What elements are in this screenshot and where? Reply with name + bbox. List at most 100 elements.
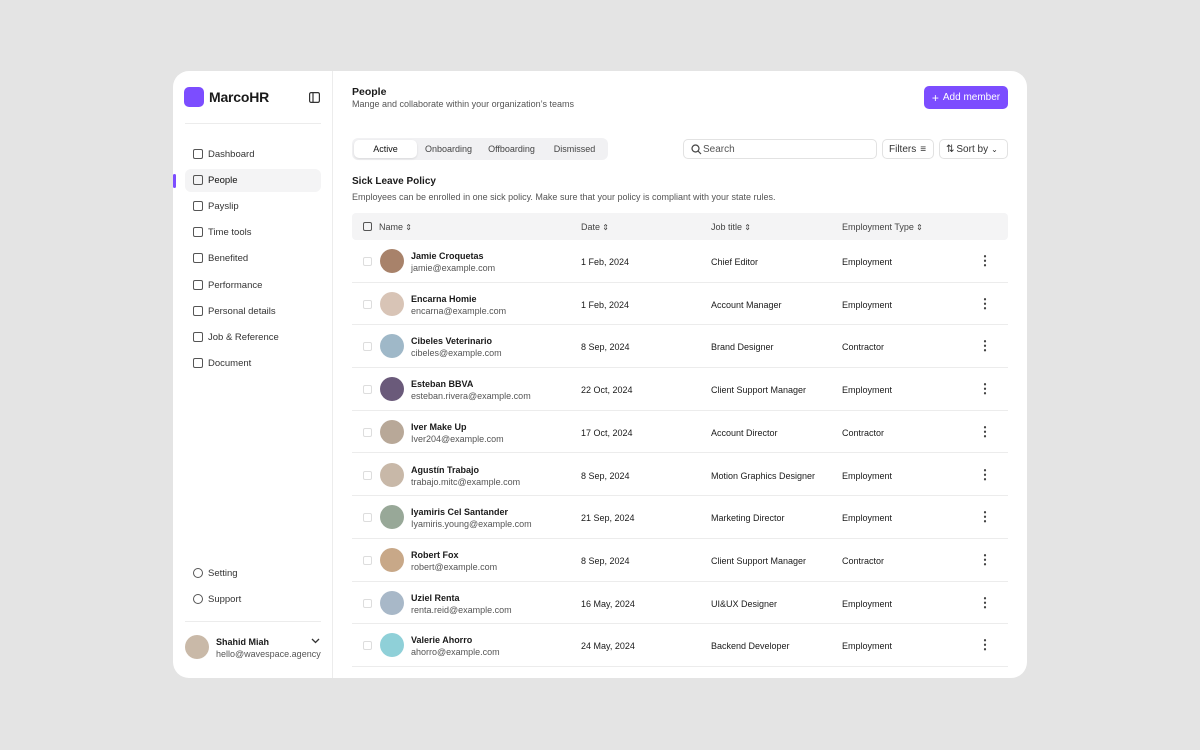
date: 17 Oct, 2024 — [581, 427, 633, 438]
nav-item[interactable]: Performance — [185, 274, 321, 297]
row-menu[interactable] — [980, 552, 990, 567]
table-row: Cibeles Veterinario cibeles@example.com 8 … — [352, 325, 1008, 369]
row-checkbox[interactable] — [363, 555, 372, 565]
row-menu[interactable] — [980, 638, 990, 653]
row-menu[interactable] — [980, 595, 990, 610]
row-menu[interactable] — [980, 510, 990, 525]
column-header[interactable]: Job title ⇕ — [711, 222, 751, 232]
nav-item[interactable]: Document — [185, 352, 321, 375]
table-header: Name ⇕ Date ⇕ Job title ⇕ Employment Type ⇕ — [352, 213, 1008, 240]
avatar — [380, 462, 404, 487]
chevron[interactable] — [311, 638, 320, 644]
nav-item[interactable]: Setting — [185, 562, 321, 585]
column-label: Employment Type — [842, 222, 914, 232]
date: 1 Feb, 2024 — [581, 257, 630, 267]
row-checkbox[interactable] — [363, 598, 372, 608]
row-checkbox[interactable] — [363, 427, 372, 437]
column-label: Job title — [711, 222, 743, 232]
collapse-icon[interactable] — [309, 92, 320, 103]
nav-item[interactable]: People — [185, 169, 321, 193]
row-menu[interactable] — [980, 424, 990, 439]
nav-icon — [193, 305, 203, 316]
employee-email: esteban.rivera@example.com — [411, 391, 531, 402]
search-box[interactable]: Search — [683, 139, 877, 159]
date: 16 May, 2024 — [581, 598, 635, 609]
nav-icon — [193, 201, 203, 212]
nav-item[interactable]: Personal details — [185, 300, 321, 323]
nav-label: Performance — [208, 279, 263, 291]
nav-item[interactable]: Job & Reference — [185, 326, 321, 349]
row-menu[interactable] — [980, 467, 990, 482]
column-header[interactable]: Name ⇕ — [379, 222, 412, 232]
table-row: Encarna Homie encarna@example.com 1 Feb, 2… — [352, 283, 1008, 326]
nav-icon — [193, 279, 203, 290]
job-title: Backend Developer — [711, 641, 790, 652]
table-row: Esteban BBVA esteban.rivera@example.com 22… — [352, 368, 1008, 411]
tab[interactable]: Onboarding — [424, 144, 473, 154]
job-title: Account Manager — [711, 299, 782, 310]
nav-item[interactable]: Support — [185, 588, 321, 611]
page-title: People — [352, 86, 387, 98]
add-member-button[interactable]: + Add member — [924, 86, 1008, 109]
row-checkbox[interactable] — [363, 385, 372, 395]
employment-type: Employment — [842, 513, 893, 524]
employee-name: Cibeles Veterinario — [411, 336, 493, 347]
job-title: Chief Editor — [711, 257, 759, 267]
filters-button[interactable]: Filters ≡ — [882, 139, 934, 159]
column-label: Date — [581, 222, 601, 232]
tab[interactable]: Active — [354, 140, 417, 158]
date: 21 Sep, 2024 — [581, 513, 635, 524]
avatar — [380, 505, 404, 530]
user-name[interactable]: Shahid Miah — [216, 637, 270, 647]
job-title: Client Support Manager — [711, 555, 807, 566]
nav-label: Benefited — [208, 253, 249, 265]
employee-name: Uziel Renta — [411, 592, 460, 603]
table-row: Uziel Renta renta.reid@example.com 16 May,… — [352, 582, 1008, 625]
employee-email: encarna@example.com — [411, 305, 507, 316]
row-checkbox[interactable] — [363, 513, 372, 523]
employment-type: Employment — [842, 470, 893, 481]
page-subtitle: Mange and collaborate within your organi… — [352, 99, 574, 109]
tab[interactable]: Offboarding — [488, 144, 535, 154]
nav-item[interactable]: Payslip — [185, 195, 321, 218]
active-indicator — [173, 174, 176, 188]
avatar — [380, 334, 404, 359]
table-row: Valerie Ahorro ahorro@example.com 24 May, … — [352, 624, 1008, 667]
column-header[interactable]: Date ⇕ — [581, 222, 609, 232]
employment-type: Employment — [842, 385, 893, 396]
row-menu[interactable] — [980, 296, 990, 311]
nav-icon — [193, 253, 203, 264]
row-checkbox[interactable] — [363, 299, 372, 309]
nav-icon — [193, 594, 203, 604]
employee-email: cibeles@example.com — [411, 348, 502, 359]
row-menu[interactable] — [980, 339, 990, 354]
row-menu[interactable] — [980, 254, 990, 268]
tab[interactable]: Dismissed — [553, 144, 596, 154]
job-title: Brand Designer — [711, 342, 774, 353]
employment-type: Contractor — [842, 427, 885, 438]
nav-item[interactable]: Dashboard — [185, 143, 321, 166]
column-label: Name — [379, 222, 404, 232]
nav-label: Job & Reference — [208, 331, 279, 343]
row-checkbox[interactable] — [363, 257, 372, 266]
nav-item[interactable]: Benefited — [185, 247, 321, 270]
sort-button[interactable]: ⇅ Sort by ⌄ — [939, 139, 1008, 159]
row-checkbox[interactable] — [363, 470, 372, 480]
logo — [184, 87, 204, 107]
column-header[interactable]: Employment Type ⇕ — [842, 222, 923, 232]
filters-label: Filters — [889, 143, 917, 155]
sort-icon: ⇕ — [913, 223, 923, 232]
row-checkbox[interactable] — [363, 342, 372, 352]
employee-name: Encarna Homie — [411, 293, 477, 304]
row-checkbox[interactable] — [363, 641, 372, 651]
nav-item[interactable]: Time tools — [185, 221, 321, 244]
job-title: Account Director — [711, 427, 778, 438]
section-title: Sick Leave Policy — [352, 176, 436, 187]
row-menu[interactable] — [980, 382, 990, 397]
sort-icon: ⇕ — [600, 223, 609, 232]
job-title: UI&UX Designer — [711, 598, 778, 609]
select-all[interactable] — [363, 222, 372, 231]
employee-email: jamie@example.com — [411, 263, 496, 273]
employment-type: Contractor — [842, 342, 885, 353]
sort-label: Sort by — [956, 143, 989, 155]
